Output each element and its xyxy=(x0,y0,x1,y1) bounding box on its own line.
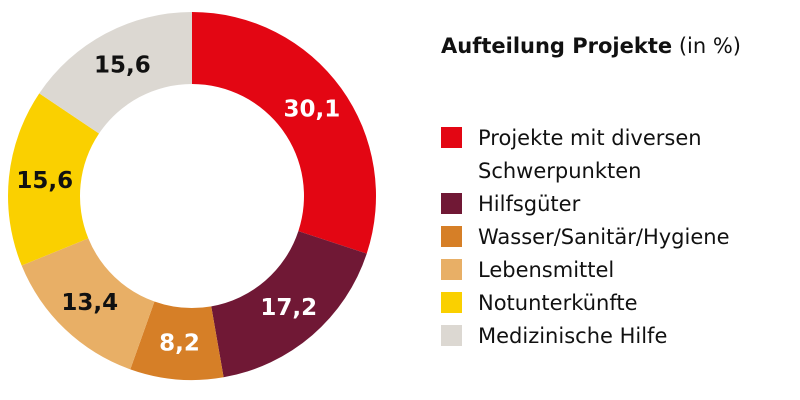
slice-diverse-projects xyxy=(192,12,377,254)
slice-food xyxy=(21,238,155,370)
legend-label-relief-goods: Hilfsgüter xyxy=(478,192,581,216)
legend-swatch-relief-goods xyxy=(441,193,462,214)
legend-label-food: Lebensmittel xyxy=(478,258,615,282)
slice-medical-aid xyxy=(39,12,193,134)
slice-shelter xyxy=(7,93,100,266)
legend-swatch-shelter xyxy=(441,292,462,313)
slice-relief-goods xyxy=(211,231,367,378)
legend-label-medical-aid: Medizinische Hilfe xyxy=(478,324,668,348)
legend-item-medical-aid: Medizinische Hilfe xyxy=(441,320,791,353)
legend-swatch-food xyxy=(441,259,462,280)
legend-label-water-sanitation: Wasser/Sanitär/Hygiene xyxy=(478,225,730,249)
chart-title-main: Aufteilung Projekte xyxy=(441,34,673,58)
value-label-water-sanitation: 8,2 xyxy=(159,330,200,356)
legend: Projekte mit diversen Schwerpunkten Hilf… xyxy=(441,122,791,353)
value-label-diverse-projects: 30,1 xyxy=(284,96,341,122)
legend-item-water-sanitation: Wasser/Sanitär/Hygiene xyxy=(441,221,791,254)
value-label-relief-goods: 17,2 xyxy=(260,295,317,321)
donut-chart: 30,1 17,2 8,2 13,4 15,6 15,6 xyxy=(7,12,377,380)
legend-label-diverse-projects: Projekte mit diversen Schwerpunkten xyxy=(478,126,702,183)
legend-item-food: Lebensmittel xyxy=(441,254,791,287)
legend-item-diverse-projects: Projekte mit diversen Schwerpunkten xyxy=(441,122,791,188)
legend-swatch-water-sanitation xyxy=(441,226,462,247)
value-label-food: 13,4 xyxy=(61,290,118,316)
legend-swatch-diverse-projects xyxy=(441,127,462,148)
value-label-shelter: 15,6 xyxy=(16,168,73,194)
chart-title: Aufteilung Projekte (in %) xyxy=(441,34,741,58)
legend-item-relief-goods: Hilfsgüter xyxy=(441,188,791,221)
legend-label-shelter: Notunterkünfte xyxy=(478,291,638,315)
value-label-medical-aid: 15,6 xyxy=(94,52,151,78)
legend-swatch-medical-aid xyxy=(441,325,462,346)
slice-water-sanitation xyxy=(130,301,224,380)
chart-title-unit: (in %) xyxy=(678,34,741,58)
legend-item-shelter: Notunterkünfte xyxy=(441,287,791,320)
